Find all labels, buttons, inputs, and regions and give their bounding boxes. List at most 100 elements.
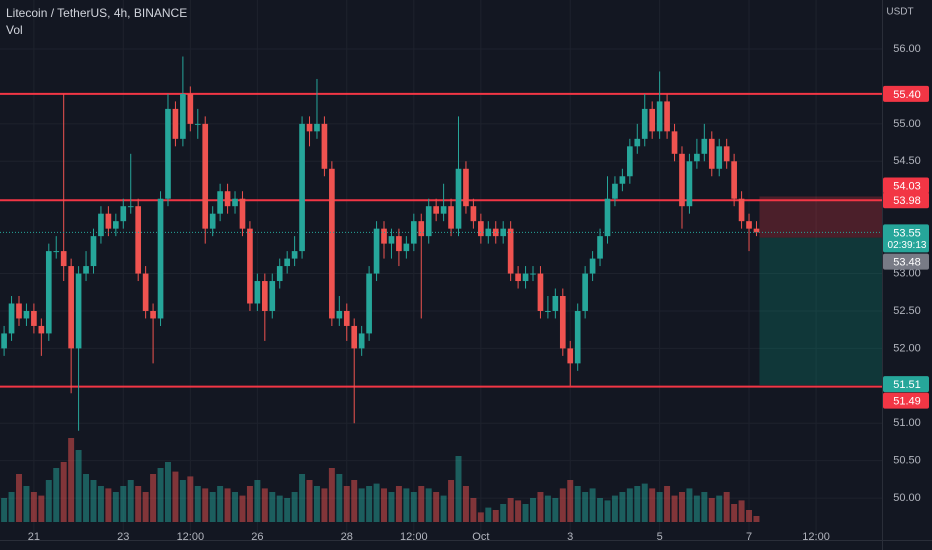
candle-body — [45, 251, 52, 334]
candle-body — [410, 221, 417, 244]
candle-body — [455, 168, 462, 229]
volume-bar — [202, 488, 209, 522]
candle-body — [559, 296, 566, 349]
volume-bar — [604, 500, 611, 522]
candle-body — [194, 123, 201, 125]
candle-body — [351, 325, 358, 349]
volume-bar — [753, 516, 760, 522]
candle-body — [261, 281, 268, 311]
volume-bar — [381, 488, 387, 522]
volume-bar — [515, 500, 522, 522]
y-tick-label: 56.00 — [893, 43, 921, 55]
x-tick-label: 12:00 — [802, 531, 830, 543]
candle-body — [83, 266, 89, 274]
volume-bar — [127, 480, 134, 522]
volume-bar — [500, 504, 507, 522]
countdown: 02:39:13 — [888, 240, 927, 251]
candle-body — [366, 273, 372, 334]
candle-body — [276, 266, 283, 282]
volume-bar — [530, 498, 536, 522]
volume-bar — [559, 488, 566, 522]
volume-bar — [343, 486, 350, 522]
volume-bar — [105, 488, 112, 522]
volume-bar — [232, 492, 239, 522]
volume-bar — [38, 495, 45, 522]
candle-body — [708, 138, 715, 169]
candle-body — [8, 303, 15, 334]
candle-body — [463, 168, 469, 207]
volume-bar — [68, 438, 75, 522]
volume-bar — [433, 492, 440, 522]
volume-label: Vol — [6, 23, 23, 37]
volume-bar — [388, 492, 395, 522]
level-label: 53.98 — [893, 195, 921, 207]
level-label-box — [883, 192, 929, 209]
volume-bar — [597, 498, 604, 522]
candle-body — [247, 228, 253, 304]
volume-bar — [641, 483, 648, 522]
candle-body — [187, 93, 194, 124]
volume-bar — [679, 492, 685, 522]
volume-bar — [507, 498, 514, 522]
candle-body — [120, 206, 127, 222]
volume-bar — [321, 488, 328, 522]
volume-bar — [261, 488, 268, 522]
x-tick-label: 23 — [117, 531, 129, 543]
candle-body — [388, 236, 395, 244]
candle-body — [142, 273, 149, 311]
volume-bar — [671, 495, 678, 522]
target-label-box — [883, 376, 929, 393]
volume-bar — [693, 495, 700, 522]
level-label-box — [883, 392, 929, 409]
volume-bar — [746, 510, 753, 522]
volume-bar — [23, 486, 30, 522]
volume-bar — [537, 492, 544, 522]
x-tick-label: 28 — [341, 531, 353, 543]
candle-body — [343, 310, 350, 326]
entry-label: 53.48 — [893, 257, 921, 269]
level-label: 51.49 — [893, 395, 921, 407]
candle-body — [604, 198, 611, 237]
candle-body — [217, 191, 223, 214]
candle-body — [90, 236, 97, 267]
currency-label: USDT — [886, 7, 913, 18]
volume-bar — [254, 480, 261, 522]
volume-bar — [239, 495, 246, 522]
x-tick-label: 7 — [746, 531, 752, 543]
volume-bar — [418, 486, 425, 522]
candle-body — [358, 333, 365, 349]
volume-bar — [187, 476, 194, 522]
volume-bar — [120, 486, 127, 522]
candle-body — [619, 176, 626, 184]
volume-bar — [179, 480, 186, 522]
volume-bar — [649, 488, 656, 522]
candle-body — [373, 228, 380, 274]
candle-body — [180, 93, 186, 139]
candle-body — [507, 228, 514, 274]
volume-bar — [313, 486, 320, 522]
candle-body — [418, 221, 425, 237]
candle-body — [23, 310, 30, 319]
y-tick-label: 55.00 — [893, 118, 921, 130]
candle-body — [232, 198, 238, 207]
volume-bar — [135, 486, 142, 522]
candle-body — [582, 273, 588, 311]
volume-bar — [410, 492, 417, 522]
candle-body — [1, 333, 7, 349]
volume-bar — [656, 492, 663, 522]
volume-bar — [582, 492, 589, 522]
level-label: 55.40 — [893, 89, 921, 101]
volume-bar — [284, 498, 291, 522]
volume-bar — [470, 498, 477, 522]
volume-bar — [291, 492, 298, 522]
volume-bar — [351, 480, 358, 522]
candle-body — [627, 146, 633, 177]
volume-bar — [358, 488, 365, 522]
candle-body — [269, 281, 276, 311]
volume-bar — [552, 498, 559, 522]
volume-bar — [142, 492, 149, 522]
volume-bar — [194, 486, 201, 522]
volume-bar — [708, 498, 715, 522]
volume-bar — [112, 492, 119, 522]
